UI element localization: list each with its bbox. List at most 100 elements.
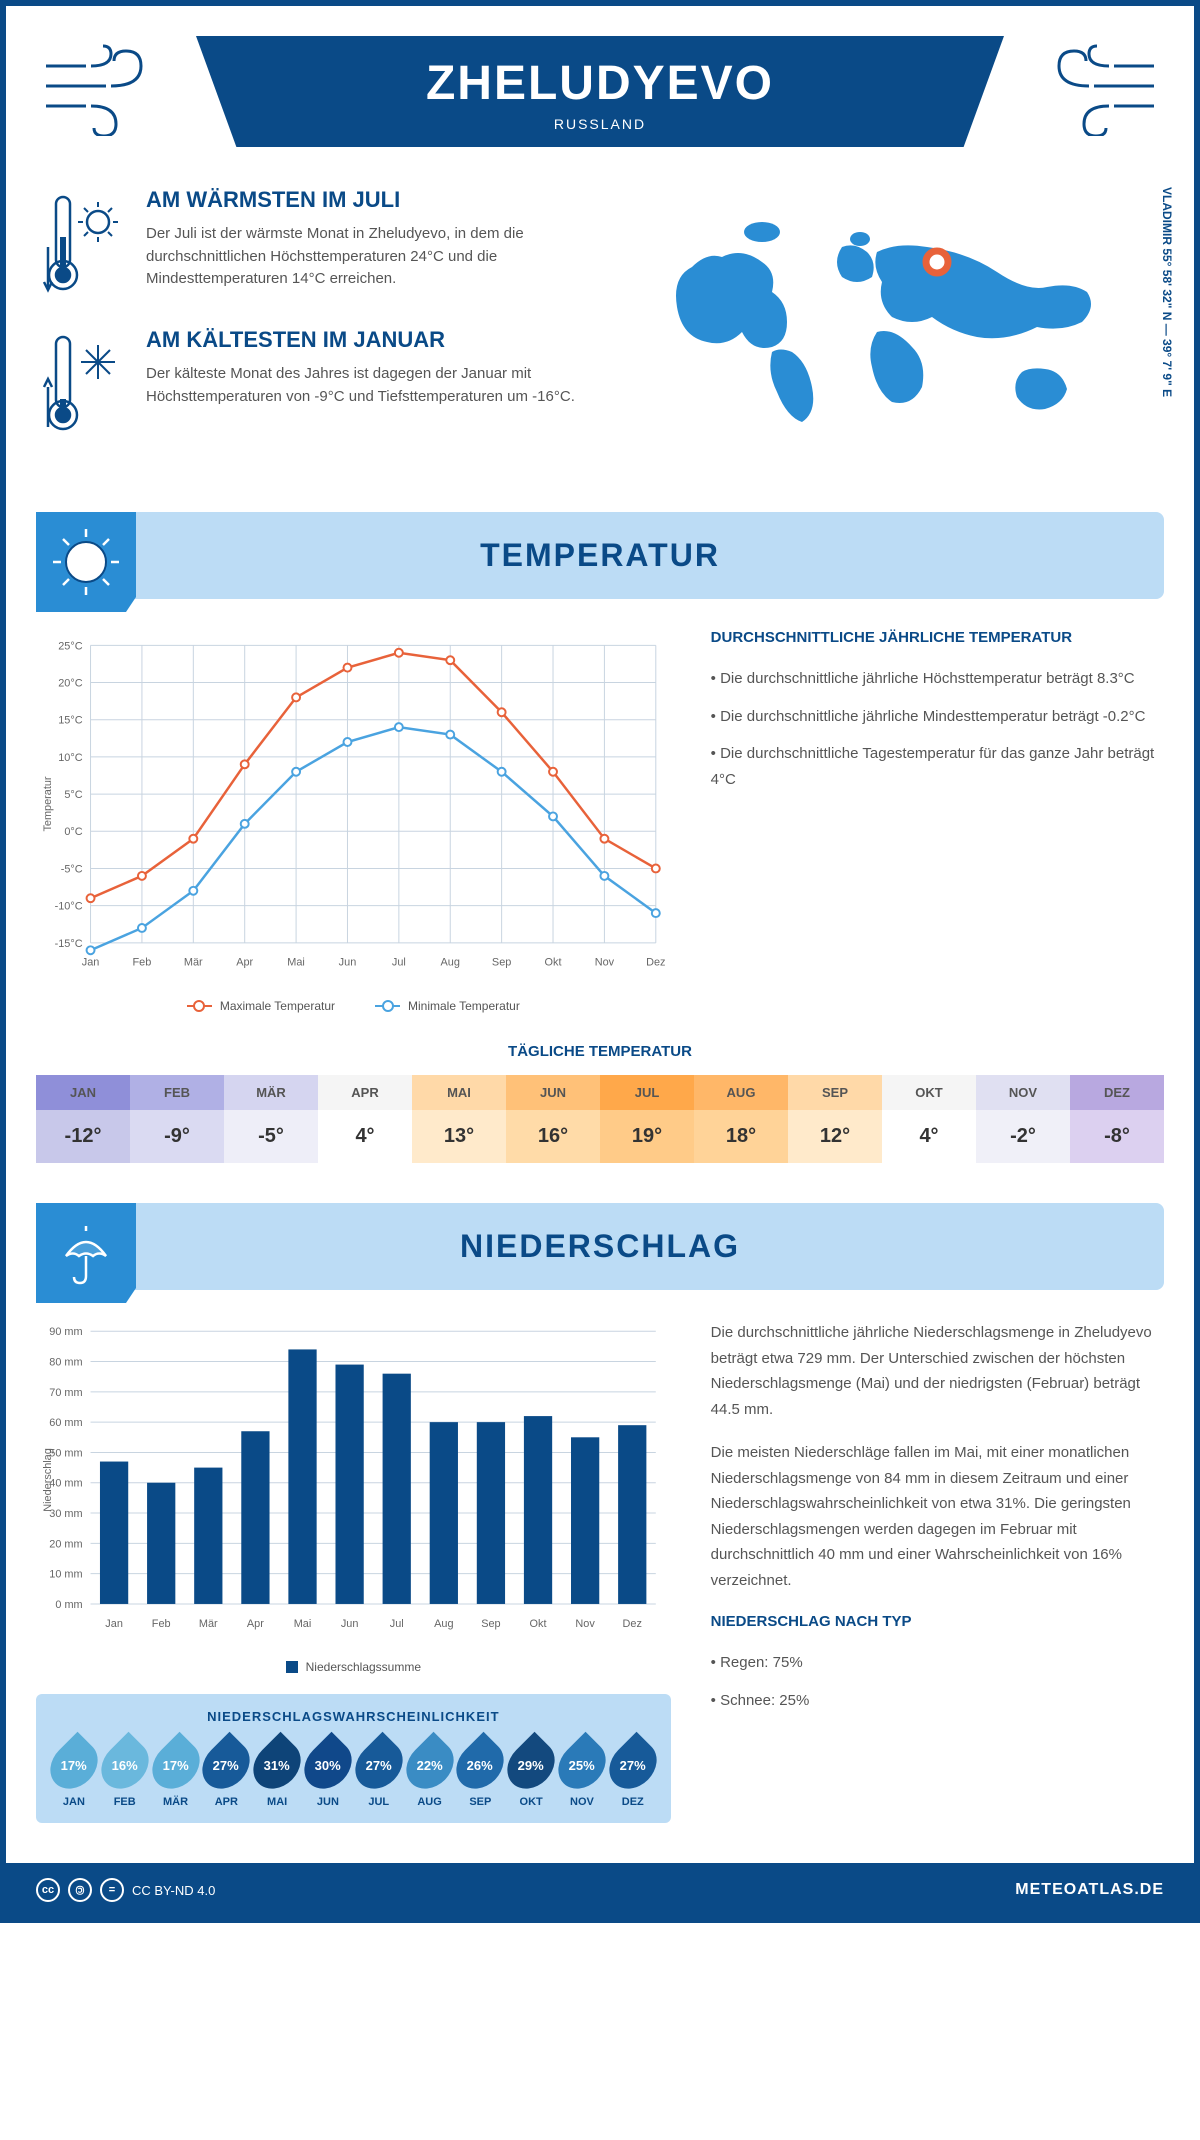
prob-drop: 16%FEB <box>102 1739 148 1808</box>
prob-drop: 25%NOV <box>559 1739 605 1808</box>
precip-section-header: NIEDERSCHLAG <box>36 1203 1164 1290</box>
license-text: CC BY-ND 4.0 <box>132 1883 215 1898</box>
precipitation-section: NIEDERSCHLAG 0 mm10 mm20 mm30 mm40 mm50 … <box>36 1203 1164 1823</box>
svg-text:80 mm: 80 mm <box>49 1357 82 1369</box>
temp-heading: TEMPERATUR <box>480 537 720 574</box>
svg-text:20°C: 20°C <box>58 677 82 689</box>
footer: cc 🄯 = CC BY-ND 4.0 METEOATLAS.DE <box>6 1863 1194 1917</box>
cc-icon: cc <box>36 1878 60 1902</box>
svg-text:20 mm: 20 mm <box>49 1538 82 1550</box>
daily-temp-title: TÄGLICHE TEMPERATUR <box>36 1043 1164 1060</box>
precip-heading: NIEDERSCHLAG <box>460 1228 740 1265</box>
svg-text:-5°C: -5°C <box>61 863 83 875</box>
svg-text:50 mm: 50 mm <box>49 1447 82 1459</box>
info-row: AM WÄRMSTEN IM JULI Der Juli ist der wär… <box>36 187 1164 472</box>
month-cell: JUN16° <box>506 1075 600 1163</box>
temp-bullets: Die durchschnittliche jährliche Höchstte… <box>711 666 1164 792</box>
svg-text:Jun: Jun <box>341 1618 359 1630</box>
month-cell: MAI13° <box>412 1075 506 1163</box>
umbrella-icon <box>36 1203 136 1303</box>
prob-drop: 17%MÄR <box>153 1739 199 1808</box>
svg-text:Aug: Aug <box>441 957 460 969</box>
svg-text:Dez: Dez <box>623 1618 642 1630</box>
svg-text:Sep: Sep <box>481 1618 500 1630</box>
svg-text:Niederschlag: Niederschlag <box>42 1448 54 1512</box>
precip-legend: Niederschlagssumme <box>36 1660 671 1674</box>
svg-text:25°C: 25°C <box>58 640 82 652</box>
svg-text:70 mm: 70 mm <box>49 1387 82 1399</box>
month-cell: DEZ-8° <box>1070 1075 1164 1163</box>
svg-text:90 mm: 90 mm <box>49 1326 82 1338</box>
svg-text:Temperatur: Temperatur <box>42 776 54 831</box>
footer-site: METEOATLAS.DE <box>1015 1881 1164 1899</box>
svg-text:Nov: Nov <box>595 957 615 969</box>
page-frame: ZHELUDYEVO RUSSLAND <box>0 0 1200 1923</box>
precip-type-heading: NIEDERSCHLAG NACH TYP <box>711 1613 1164 1630</box>
month-cell: FEB-9° <box>130 1075 224 1163</box>
sun-icon <box>36 512 136 612</box>
header: ZHELUDYEVO RUSSLAND <box>36 36 1164 147</box>
title-banner: ZHELUDYEVO RUSSLAND <box>196 36 1004 147</box>
legend-min-label: Minimale Temperatur <box>408 999 520 1013</box>
temp-text-heading: DURCHSCHNITTLICHE JÄHRLICHE TEMPERATUR <box>711 629 1164 646</box>
svg-text:Jul: Jul <box>392 957 406 969</box>
precipitation-bar-chart: 0 mm10 mm20 mm30 mm40 mm50 mm60 mm70 mm8… <box>36 1320 671 1640</box>
svg-text:0 mm: 0 mm <box>55 1599 82 1611</box>
svg-text:Apr: Apr <box>236 957 253 969</box>
svg-text:Jun: Jun <box>339 957 357 969</box>
city-title: ZHELUDYEVO <box>276 56 924 111</box>
precip-type-bullets: Regen: 75%Schnee: 25% <box>711 1650 1164 1713</box>
svg-text:Mär: Mär <box>199 1618 218 1630</box>
temperature-section: TEMPERATUR -15°C-10°C-5°C0°C5°C10°C15°C2… <box>36 512 1164 1163</box>
month-cell: NOV-2° <box>976 1075 1070 1163</box>
month-cell: OKT4° <box>882 1075 976 1163</box>
svg-text:15°C: 15°C <box>58 715 82 727</box>
svg-text:Feb: Feb <box>152 1618 171 1630</box>
svg-text:Mär: Mär <box>184 957 203 969</box>
prob-drop: 27%JUL <box>356 1739 402 1808</box>
svg-text:Sep: Sep <box>492 957 511 969</box>
fact-cold-title: AM KÄLTESTEN IM JANUAR <box>146 327 580 353</box>
svg-text:60 mm: 60 mm <box>49 1417 82 1429</box>
world-map <box>620 187 1164 467</box>
thermometer-snow-icon <box>36 327 126 437</box>
svg-text:-15°C: -15°C <box>55 938 83 950</box>
probability-box: NIEDERSCHLAGSWAHRSCHEINLICHKEIT 17%JAN16… <box>36 1694 671 1823</box>
prob-drop: 27%DEZ <box>610 1739 656 1808</box>
daily-temp-grid: JAN-12°FEB-9°MÄR-5°APR4°MAI13°JUN16°JUL1… <box>36 1075 1164 1163</box>
month-cell: AUG18° <box>694 1075 788 1163</box>
svg-text:Mai: Mai <box>294 1618 312 1630</box>
nd-icon: = <box>100 1878 124 1902</box>
temperature-line-chart: -15°C-10°C-5°C0°C5°C10°C15°C20°C25°CJanF… <box>36 629 671 979</box>
fact-cold: AM KÄLTESTEN IM JANUAR Der kälteste Mona… <box>36 327 580 437</box>
svg-text:Okt: Okt <box>530 1618 547 1630</box>
svg-text:-10°C: -10°C <box>55 901 83 913</box>
svg-text:Apr: Apr <box>247 1618 264 1630</box>
svg-text:30 mm: 30 mm <box>49 1508 82 1520</box>
thermometer-sun-icon <box>36 187 126 297</box>
precip-legend-label: Niederschlagssumme <box>306 1660 421 1674</box>
month-cell: JUL19° <box>600 1075 694 1163</box>
prob-title: NIEDERSCHLAGSWAHRSCHEINLICHKEIT <box>51 1709 656 1724</box>
temp-legend: Maximale Temperatur Minimale Temperatur <box>36 999 671 1013</box>
prob-drop: 27%APR <box>203 1739 249 1808</box>
month-cell: MÄR-5° <box>224 1075 318 1163</box>
svg-text:Aug: Aug <box>434 1618 453 1630</box>
precip-paragraphs: Die durchschnittliche jährliche Niedersc… <box>711 1320 1164 1593</box>
legend-max-label: Maximale Temperatur <box>220 999 335 1013</box>
fact-warm-text: Der Juli ist der wärmste Monat in Zhelud… <box>146 223 580 291</box>
prob-drop: 17%JAN <box>51 1739 97 1808</box>
svg-text:0°C: 0°C <box>64 826 82 838</box>
svg-text:5°C: 5°C <box>64 789 82 801</box>
prob-drop: 22%AUG <box>407 1739 453 1808</box>
svg-text:Jan: Jan <box>82 957 100 969</box>
prob-drop: 30%JUN <box>305 1739 351 1808</box>
svg-text:Okt: Okt <box>545 957 562 969</box>
probability-drops: 17%JAN16%FEB17%MÄR27%APR31%MAI30%JUN27%J… <box>51 1739 656 1808</box>
temp-section-header: TEMPERATUR <box>36 512 1164 599</box>
svg-text:Jul: Jul <box>390 1618 404 1630</box>
prob-drop: 26%SEP <box>457 1739 503 1808</box>
prob-drop: 31%MAI <box>254 1739 300 1808</box>
footer-license: cc 🄯 = CC BY-ND 4.0 <box>36 1878 215 1902</box>
by-icon: 🄯 <box>68 1878 92 1902</box>
